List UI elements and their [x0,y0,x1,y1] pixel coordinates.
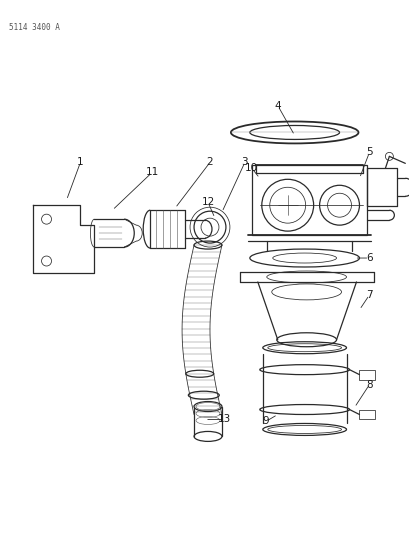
Text: 10: 10 [245,163,258,173]
Text: 6: 6 [365,253,372,263]
Text: 5: 5 [365,148,372,157]
Text: 5114 3400 A: 5114 3400 A [9,23,59,32]
Text: 7: 7 [365,290,372,300]
Text: 13: 13 [218,415,231,424]
Text: 1: 1 [77,157,83,167]
Text: 8: 8 [365,379,372,390]
Text: 2: 2 [206,157,213,167]
Text: 11: 11 [145,167,158,177]
Text: 3: 3 [241,157,247,167]
Text: 4: 4 [274,101,281,110]
Text: 12: 12 [201,197,214,207]
Text: 9: 9 [262,416,268,426]
